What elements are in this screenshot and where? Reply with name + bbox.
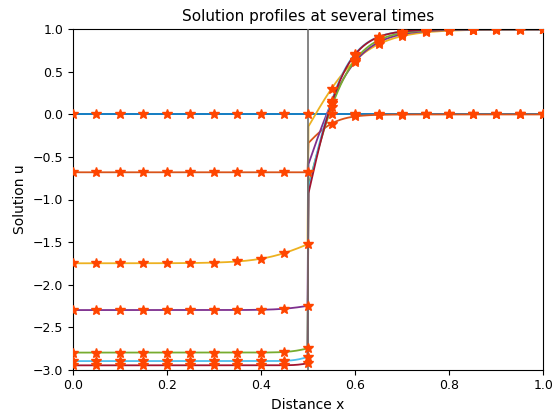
Y-axis label: Solution u: Solution u	[13, 165, 27, 234]
X-axis label: Distance x: Distance x	[271, 398, 345, 412]
Title: Solution profiles at several times: Solution profiles at several times	[182, 9, 434, 24]
